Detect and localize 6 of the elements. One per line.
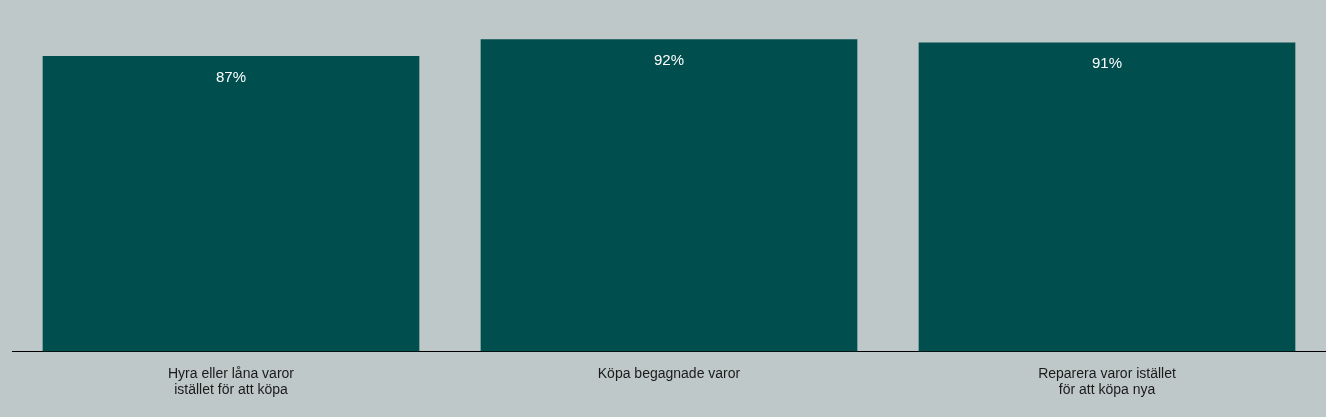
data-label: 87%: [215, 67, 247, 85]
data-label: 92%: [653, 50, 685, 68]
x-tick-label: Hyra eller låna varor istället för att köpa: [167, 364, 295, 398]
data-label: 91%: [1091, 54, 1123, 72]
x-tick-label: Köpa begagnade varor: [597, 364, 741, 381]
x-tick-label: Reparera varor istället för att köpa nya: [1038, 364, 1176, 398]
